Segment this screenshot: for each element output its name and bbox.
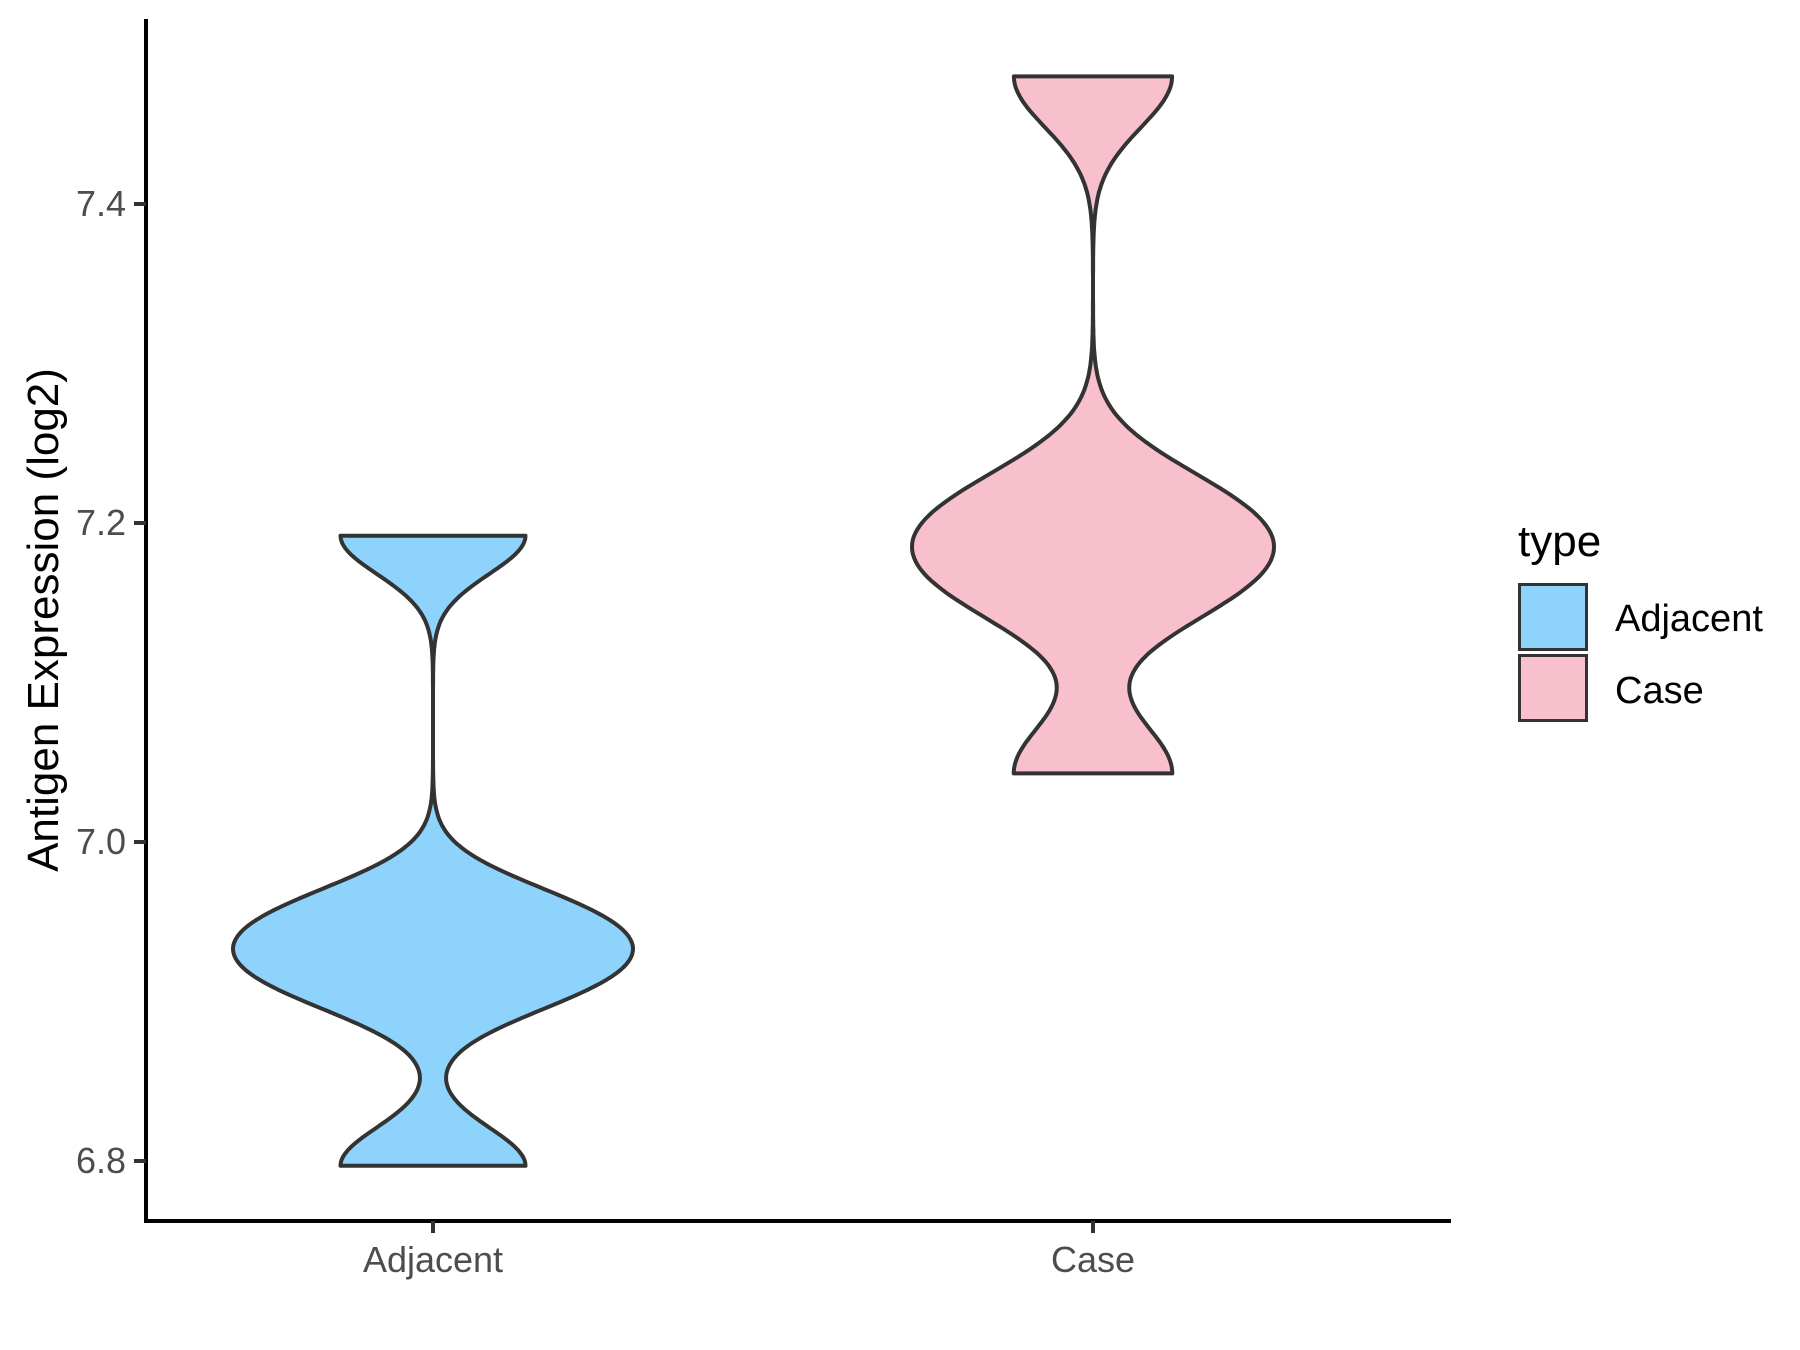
legend-key-adjacent	[1518, 583, 1588, 651]
legend-key-case	[1518, 654, 1588, 722]
y-tick-marks	[134, 202, 146, 1163]
axes	[144, 19, 1451, 1223]
legend-label-adjacent: Adjacent	[1615, 598, 1763, 640]
x-category-label-adjacent: Adjacent	[362, 1239, 504, 1280]
x-category-label-case: Case	[1050, 1239, 1136, 1280]
violins	[231, 74, 1276, 1168]
y-tick-label-7.0: 7.0	[75, 821, 126, 862]
y-axis-title: Antigen Expression (log2)	[19, 368, 68, 872]
legend-label-case: Case	[1615, 670, 1704, 712]
legend-title: type	[1518, 517, 1602, 566]
y-tick-label-6.8: 6.8	[75, 1140, 126, 1181]
x-tick-marks	[431, 1221, 1095, 1233]
y-tick-label-7.4: 7.4	[75, 183, 126, 224]
violin-adjacent	[231, 533, 635, 1168]
y-tick-label-7.2: 7.2	[75, 502, 126, 543]
violin-case	[910, 74, 1276, 776]
